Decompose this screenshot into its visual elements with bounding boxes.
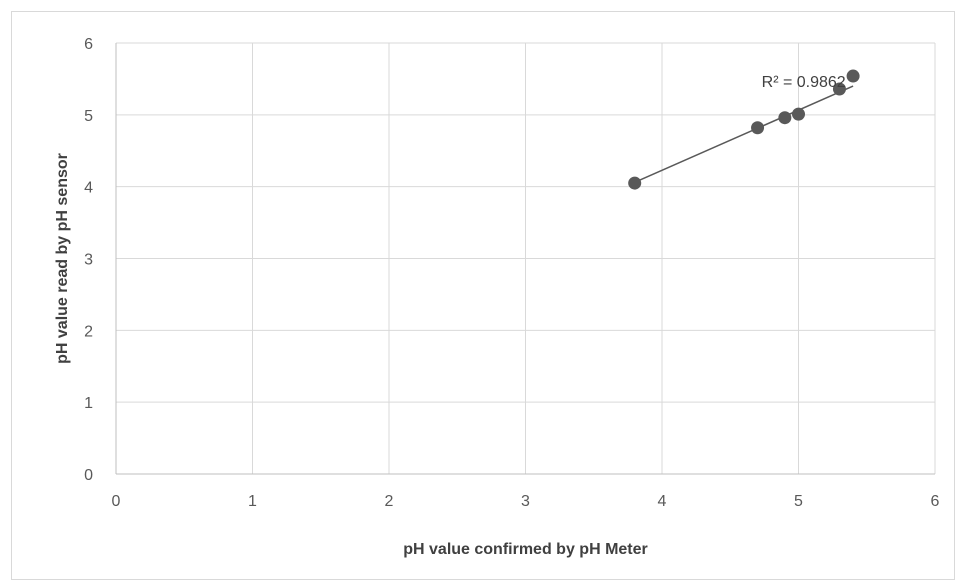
data-points [628,69,860,190]
x-tick-labels: 0 1 2 3 4 5 6 [112,493,940,510]
data-point [792,107,805,121]
x-tick-label: 0 [112,493,121,510]
x-tick-label: 3 [521,493,530,510]
y-axis-title: pH value read by pH sensor [54,153,71,364]
data-point [628,176,642,190]
x-tick-label: 6 [931,493,940,510]
y-tick-label: 3 [84,252,93,269]
data-point [832,82,846,96]
trendline [634,85,854,184]
chart-frame [11,11,955,580]
x-tick-label: 5 [794,493,803,510]
y-tick-label: 4 [84,180,93,197]
y-tick-label: 5 [84,108,93,125]
grid-lines [116,42,936,474]
data-point [846,69,860,83]
x-tick-label: 2 [385,493,394,510]
x-axis-title: pH value confirmed by pH Meter [403,541,648,558]
data-point [751,121,765,135]
annotations: R² = 0.9862 [762,74,846,91]
trendline-group [634,85,854,184]
x-tick-label: 4 [658,493,667,510]
data-point [778,111,792,125]
y-tick-label: 6 [84,36,93,53]
y-tick-label: 0 [84,467,93,484]
axes [115,43,935,475]
y-tick-label: 1 [84,395,93,412]
x-tick-label: 1 [248,493,257,510]
y-tick-label: 2 [84,323,93,340]
r-squared-label: R² = 0.9862 [762,74,846,91]
y-tick-labels: 0 1 2 3 4 5 6 [84,36,93,484]
